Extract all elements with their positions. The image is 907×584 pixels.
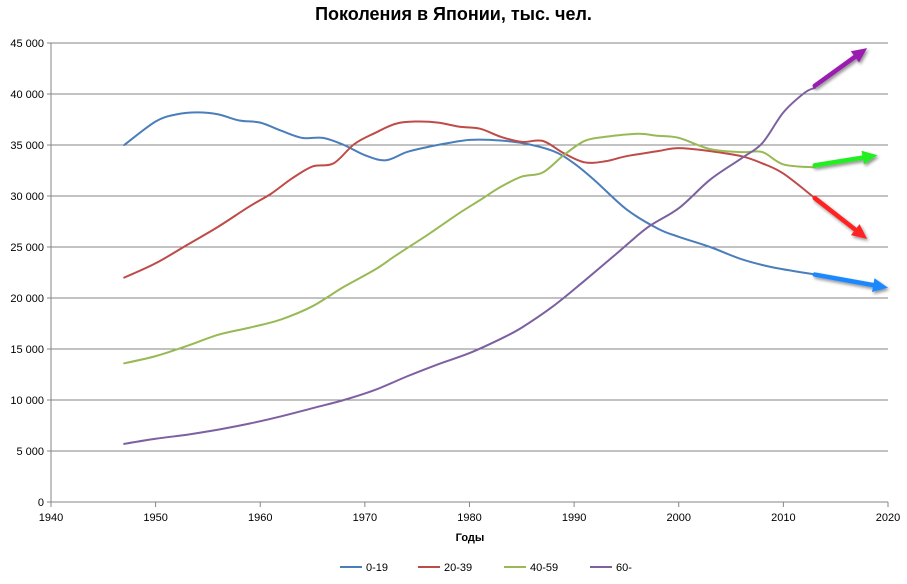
trend-arrow-shaft xyxy=(812,155,865,168)
trend-arrow-shaft xyxy=(812,272,876,288)
trend-arrow-head xyxy=(850,224,868,239)
legend-label-0-19: 0-19 xyxy=(366,562,388,574)
legend: 0-19 20-39 40-59 60- xyxy=(340,562,632,574)
y-tick-label: 10 000 xyxy=(10,395,44,407)
x-tick-label: 1980 xyxy=(457,512,481,524)
x-tick-label: 1950 xyxy=(143,512,167,524)
trend-arrow-head xyxy=(850,48,868,63)
series-line-40-59 xyxy=(123,132,816,365)
trend-arrow-head xyxy=(861,150,878,165)
trend-arrow-shaft xyxy=(812,54,858,89)
y-tick-label: 35 000 xyxy=(10,140,44,152)
x-tick-label: 2000 xyxy=(667,512,691,524)
y-tick-label: 45 000 xyxy=(10,38,44,50)
chart-title: Поколения в Японии, тыс. чел. xyxy=(315,4,592,24)
y-tick-label: 30 000 xyxy=(10,191,44,203)
x-axis-label: Годы xyxy=(456,532,485,544)
legend-label-60-: 60- xyxy=(616,562,632,574)
trend-arrow-head xyxy=(871,278,888,293)
series-line-0-19 xyxy=(123,111,816,276)
x-tick-label: 1940 xyxy=(39,512,63,524)
axes: 0 5 000 10 000 15 000 20 000 25 000 30 000 35 0… xyxy=(10,38,900,524)
trend-arrow-shaft xyxy=(812,195,858,232)
y-tick-label: 0 xyxy=(38,497,44,509)
x-tick-label: 2010 xyxy=(771,512,795,524)
trend-arrow-20-39 xyxy=(812,195,868,239)
x-tick-label: 1960 xyxy=(248,512,272,524)
y-tick-label: 25 000 xyxy=(10,242,44,254)
y-tick-label: 15 000 xyxy=(10,344,44,356)
gridlines xyxy=(51,42,888,452)
trend-arrow-60- xyxy=(812,48,868,89)
trend-arrow-0-19 xyxy=(812,272,888,293)
x-tick-label: 2020 xyxy=(876,512,900,524)
legend-label-40-59: 40-59 xyxy=(530,562,558,574)
y-tick-label: 40 000 xyxy=(10,89,44,101)
y-tick-label: 5 000 xyxy=(16,446,44,458)
legend-label-20-39: 20-39 xyxy=(444,562,472,574)
series-line-60- xyxy=(123,86,816,445)
x-tick-label: 1970 xyxy=(353,512,377,524)
x-tick-label: 1990 xyxy=(562,512,586,524)
trend-arrow-40-59 xyxy=(812,150,878,168)
series-lines xyxy=(123,86,816,445)
trend-arrows xyxy=(812,48,888,293)
y-tick-label: 20 000 xyxy=(10,293,44,305)
series-line-20-39 xyxy=(123,120,816,279)
